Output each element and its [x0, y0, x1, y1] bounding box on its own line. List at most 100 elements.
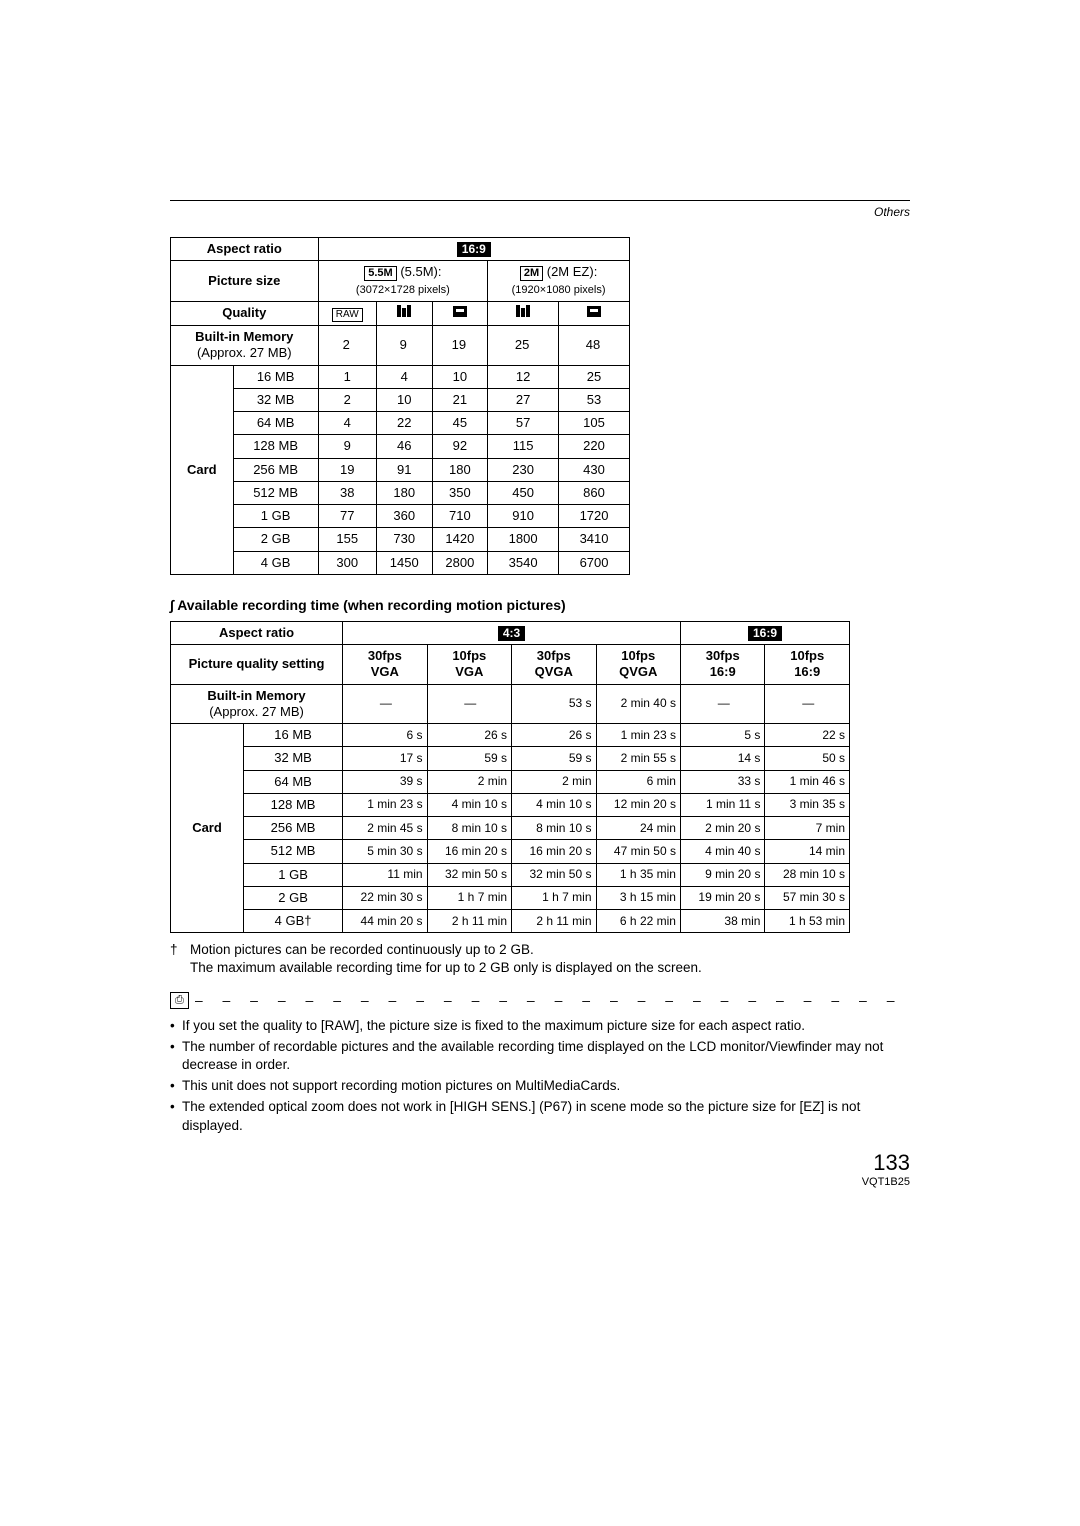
dagger-line2: The maximum available recording time for… — [190, 960, 702, 975]
t1-cell: 360 — [376, 505, 432, 528]
dashes: – – – – – – – – – – – – – – – – – – – – … — [195, 992, 910, 1008]
t2-cell: 2 min 55 s — [596, 747, 680, 770]
t1-cell: 22 — [376, 412, 432, 435]
t2-builtin-1: — — [427, 684, 511, 724]
t2-cell: 14 s — [680, 747, 764, 770]
t1-cell: 450 — [488, 481, 559, 504]
size-sub-1: (3072×1728 pixels) — [356, 284, 450, 296]
t2-cell: 4 min 40 s — [680, 840, 764, 863]
note-icon: ⎙ — [170, 992, 189, 1009]
t2-cell: 16 min 20 s — [512, 840, 596, 863]
t1-cell: 53 — [559, 388, 630, 411]
t2-cell: 2 h 11 min — [512, 910, 596, 933]
t1-cell: 730 — [376, 528, 432, 551]
dagger-note: † Motion pictures can be recorded contin… — [170, 941, 910, 977]
t2-cell: 9 min 20 s — [680, 863, 764, 886]
t1-size: 4 GB — [233, 551, 318, 574]
quality-fine-icon-2 — [488, 302, 559, 326]
t2-cell: 17 s — [343, 747, 427, 770]
recording-time-table: Aspect ratio 4:3 16:9 Picture quality se… — [170, 621, 850, 934]
size-badge-1: 5.5M — [364, 266, 396, 281]
t1-cell: 25 — [559, 365, 630, 388]
t1-cell: 10 — [432, 365, 488, 388]
t2-size: 128 MB — [244, 793, 343, 816]
t2-cell: 1 min 23 s — [596, 724, 680, 747]
t1-cell: 220 — [559, 435, 630, 458]
t2-cell: 50 s — [765, 747, 850, 770]
bullet-dot: • — [170, 1098, 182, 1136]
t2-cell: 39 s — [343, 770, 427, 793]
t2-size: 1 GB — [244, 863, 343, 886]
t2-cell: 11 min — [343, 863, 427, 886]
t2-size: 4 GB† — [244, 910, 343, 933]
t2-cell: 1 min 11 s — [680, 793, 764, 816]
t1-cell: 91 — [376, 458, 432, 481]
t1-cell: 2 — [318, 388, 376, 411]
t2-cell: 33 s — [680, 770, 764, 793]
t2-cell: 59 s — [512, 747, 596, 770]
t1-cell: 180 — [376, 481, 432, 504]
t1-cell: 45 — [432, 412, 488, 435]
size-text-2: (2M EZ): — [547, 264, 598, 279]
t1-cell: 1800 — [488, 528, 559, 551]
t1-cell: 2800 — [432, 551, 488, 574]
t1-size: 512 MB — [233, 481, 318, 504]
t2-size: 256 MB — [244, 817, 343, 840]
t2-cell: 26 s — [512, 724, 596, 747]
aspect-ratio-label: Aspect ratio — [171, 238, 319, 261]
t2-cell: 2 min 45 s — [343, 817, 427, 840]
t2-cell: 22 min 30 s — [343, 886, 427, 909]
builtin-sub-text: (Approx. 27 MB) — [197, 345, 292, 360]
t1-builtin-1: 9 — [376, 326, 432, 366]
card-label: Card — [171, 365, 234, 574]
t1-cell: 6700 — [559, 551, 630, 574]
t2-cell: 7 min — [765, 817, 850, 840]
t2-builtin-label: Built-in Memory (Approx. 27 MB) — [171, 684, 343, 724]
t1-size: 256 MB — [233, 458, 318, 481]
t2-cell: 3 min 35 s — [765, 793, 850, 816]
quality-fine-icon-1 — [376, 302, 432, 326]
t1-cell: 77 — [318, 505, 376, 528]
t1-cell: 19 — [318, 458, 376, 481]
t1-cell: 21 — [432, 388, 488, 411]
t2-size: 64 MB — [244, 770, 343, 793]
t2-col-0: 30fpsVGA — [343, 645, 427, 685]
t2-cell: 1 h 7 min — [427, 886, 511, 909]
aspect-ratio-value: 16:9 — [318, 238, 629, 261]
t2-cell: 6 min — [596, 770, 680, 793]
t2-col-4: 30fps16:9 — [680, 645, 764, 685]
size-text-1: (5.5M): — [400, 264, 441, 279]
t2-builtin-0: — — [343, 684, 427, 724]
t1-cell: 46 — [376, 435, 432, 458]
t2-cell: 28 min 10 s — [765, 863, 850, 886]
t1-cell: 1 — [318, 365, 376, 388]
t1-cell: 3540 — [488, 551, 559, 574]
dagger-text: Motion pictures can be recorded continuo… — [190, 941, 702, 977]
t1-cell: 3410 — [559, 528, 630, 551]
size-badge-2: 2M — [520, 266, 543, 281]
t2-cell: 2 h 11 min — [427, 910, 511, 933]
size-sub-2: (1920×1080 pixels) — [512, 284, 606, 296]
bullet-text: The extended optical zoom does not work … — [182, 1098, 910, 1136]
builtin-mem-label: Built-in Memory (Approx. 27 MB) — [171, 326, 319, 366]
t1-cell: 1720 — [559, 505, 630, 528]
aspect-badge: 16:9 — [457, 242, 491, 257]
t2-cell: 5 min 30 s — [343, 840, 427, 863]
t2-col-3: 10fpsQVGA — [596, 645, 680, 685]
t2-col-1: 10fpsVGA — [427, 645, 511, 685]
t2-cell: 4 min 10 s — [512, 793, 596, 816]
t1-cell: 10 — [376, 388, 432, 411]
picture-size-2: 2M (2M EZ): (1920×1080 pixels) — [488, 261, 630, 302]
t1-cell: 12 — [488, 365, 559, 388]
t1-builtin-4: 48 — [559, 326, 630, 366]
model-code: VQT1B25 — [170, 1176, 910, 1188]
t2-cell: 32 min 50 s — [512, 863, 596, 886]
t2-builtin-2: 53 s — [512, 684, 596, 724]
t2-size: 16 MB — [244, 724, 343, 747]
t2-builtin-5: — — [765, 684, 850, 724]
header-rule — [170, 200, 910, 201]
t1-cell: 115 — [488, 435, 559, 458]
quality-std-icon-2 — [559, 302, 630, 326]
t1-cell: 180 — [432, 458, 488, 481]
t2-cell: 4 min 10 s — [427, 793, 511, 816]
